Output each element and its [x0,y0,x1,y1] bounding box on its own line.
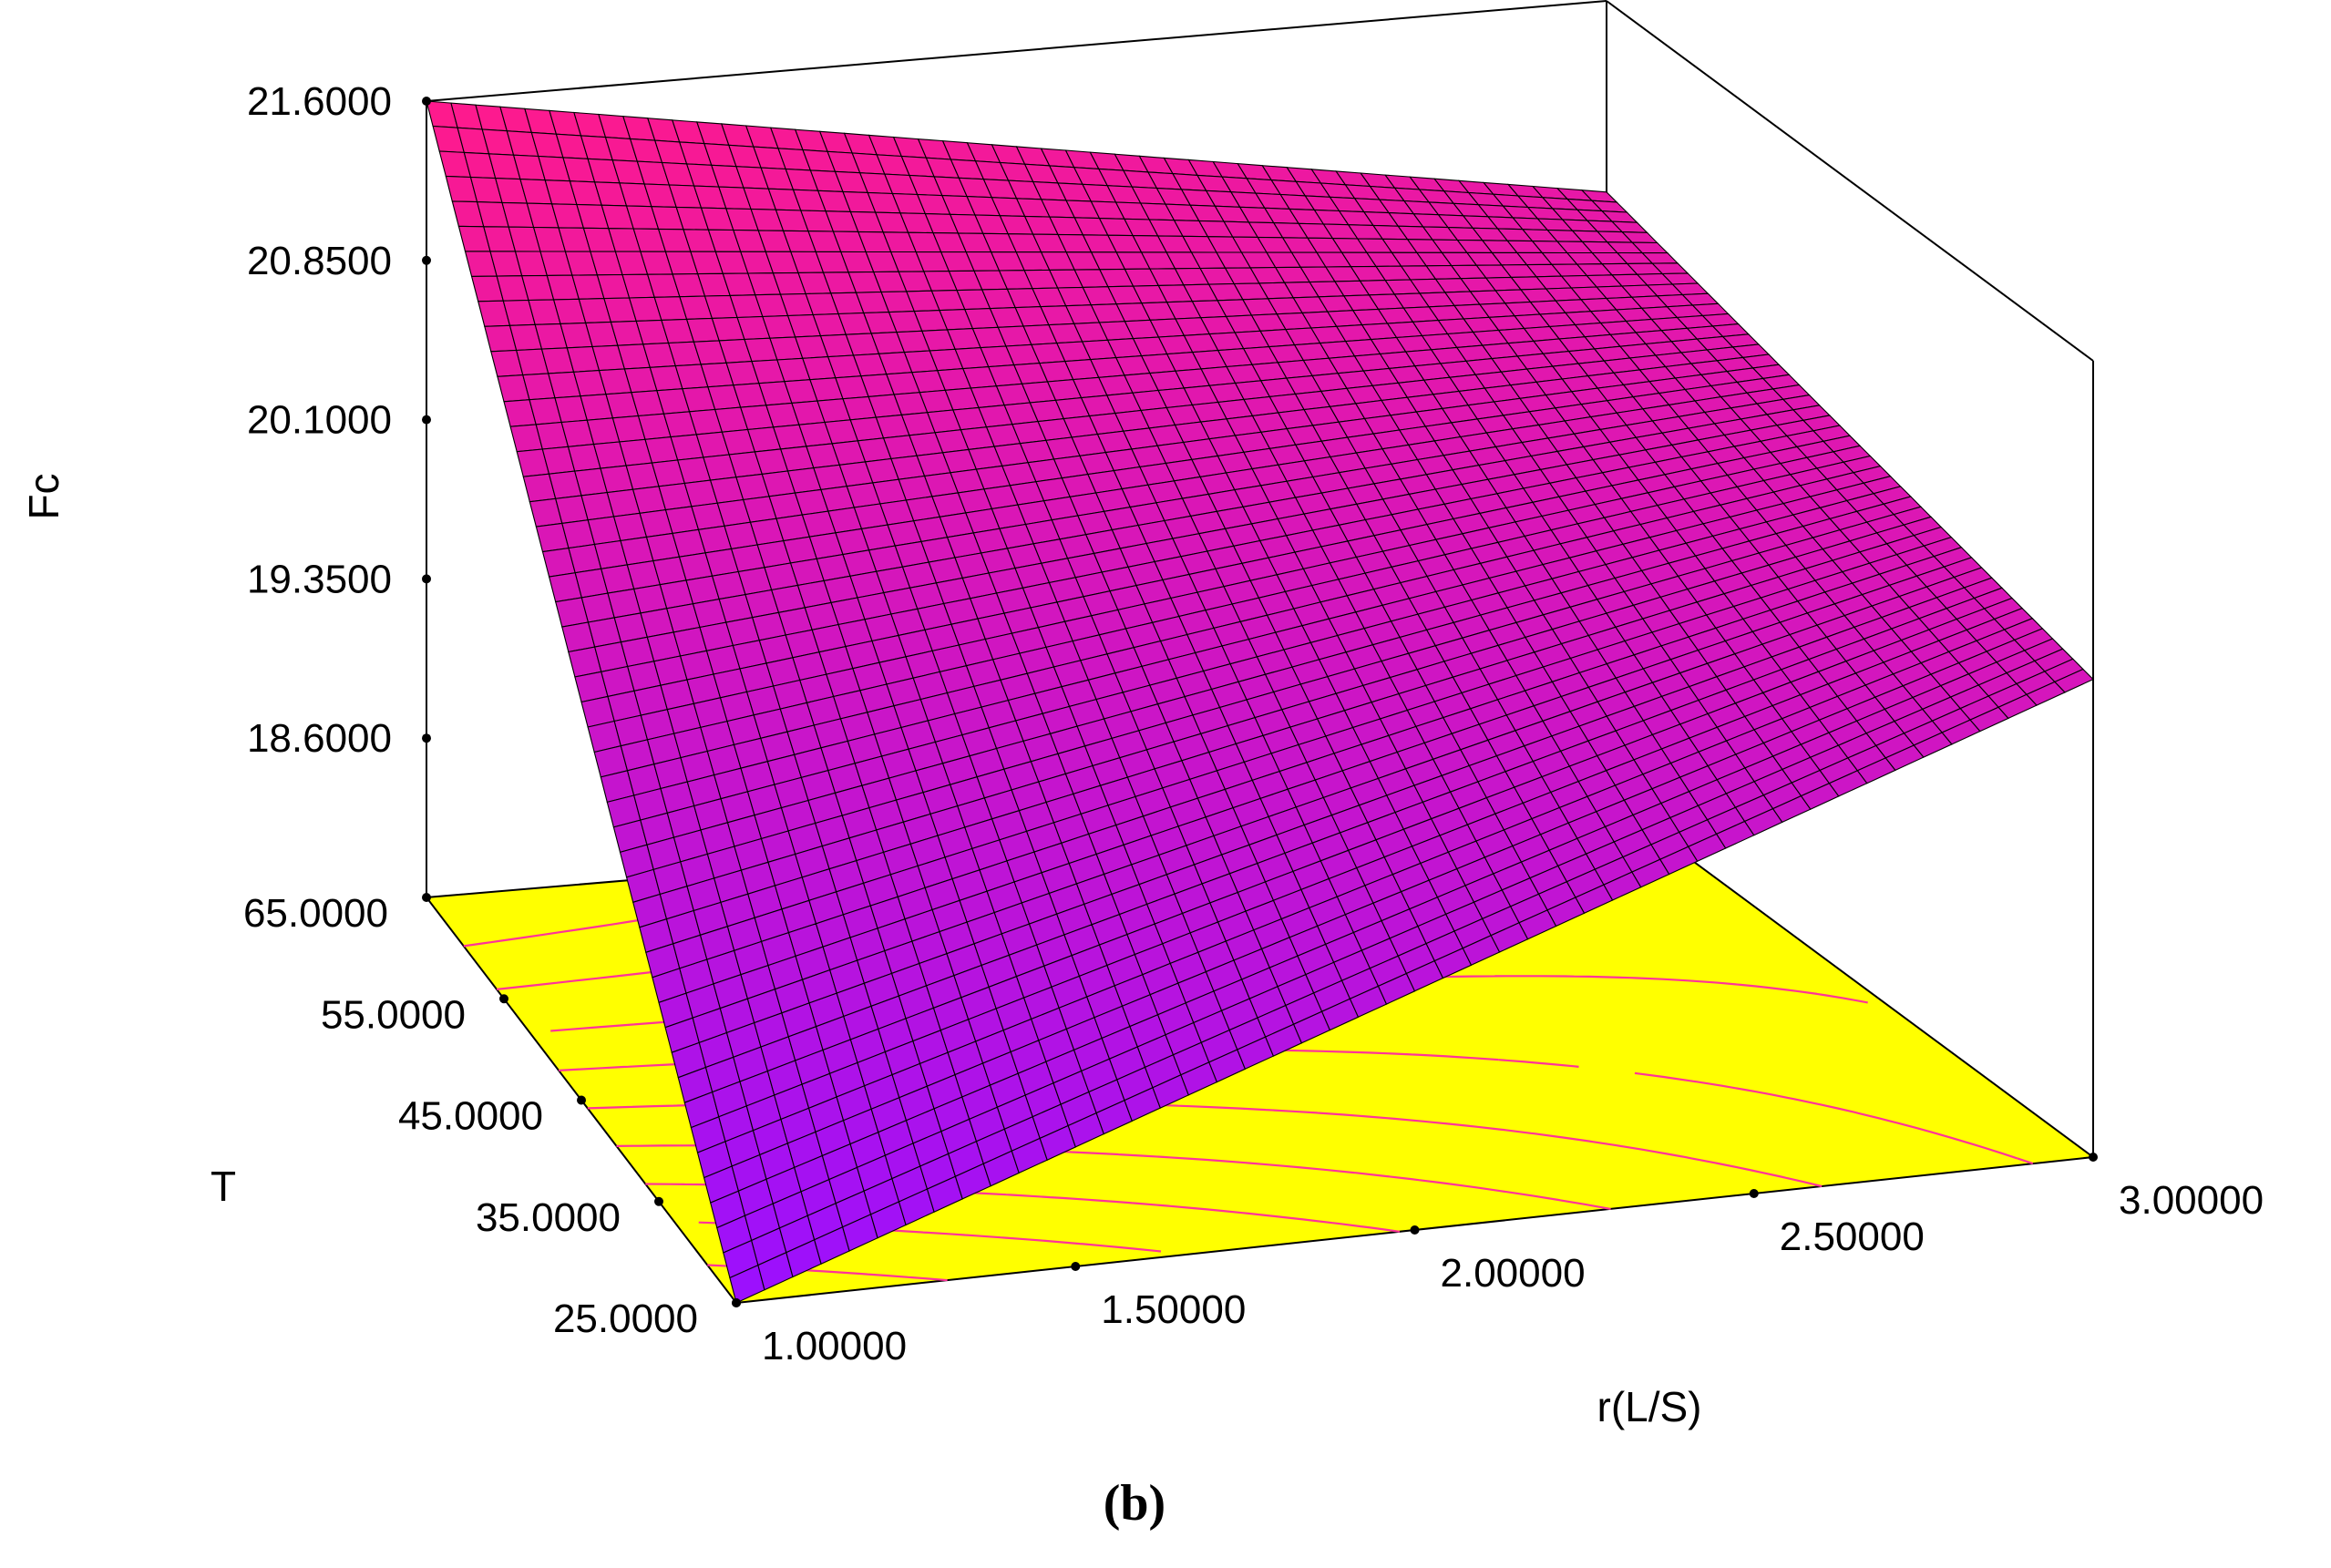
z-tick-mark [422,255,431,265]
y-tick-label: 55.0000 [321,992,466,1037]
z-tick-label: 19.3500 [247,557,392,601]
x-tick-mark [1071,1262,1081,1271]
x-tick-label: 2.50000 [1780,1214,1925,1259]
y-tick-label: 45.0000 [398,1094,543,1139]
y-tick-label: 35.0000 [476,1195,621,1240]
surface-cell [2053,668,2094,693]
x-tick-mark [732,1298,741,1307]
x-tick-label: 2.00000 [1441,1251,1586,1296]
figure-caption: (b) [1104,1475,1166,1532]
x-tick-mark [1410,1225,1420,1235]
y-tick-mark [499,994,508,1004]
x-tick-mark [1749,1189,1759,1198]
y-axis-title: T [211,1163,236,1210]
y-tick-label: 65.0000 [243,891,388,936]
box-edge [1606,0,2094,362]
z-tick-label: 18.6000 [247,716,392,761]
z-tick-mark [422,415,431,425]
y-tick-mark [654,1196,663,1206]
x-tick-label: 1.00000 [762,1324,907,1368]
y-tick-label: 25.0000 [553,1296,698,1341]
response-surface [426,100,2094,1304]
z-axis-title: Fc [20,473,67,519]
z-tick-label: 20.1000 [247,398,392,443]
x-tick-mark [2089,1153,2098,1162]
x-tick-label: 3.00000 [2119,1178,2264,1223]
y-tick-mark [577,1095,586,1105]
z-tick-mark [422,574,431,584]
z-tick-label: 20.8500 [247,239,392,283]
z-tick-mark [422,733,431,743]
axis-ticks: 18.6000 19.3500 20.1000 20.8500 21.6000 25.00… [243,79,2264,1368]
box-edge [426,0,1607,102]
z-tick-mark [422,97,431,106]
z-tick-label: 21.6000 [247,79,392,124]
x-tick-label: 1.50000 [1101,1287,1246,1332]
y-tick-mark [422,893,431,902]
x-axis-title: r(L/S) [1597,1383,1702,1430]
